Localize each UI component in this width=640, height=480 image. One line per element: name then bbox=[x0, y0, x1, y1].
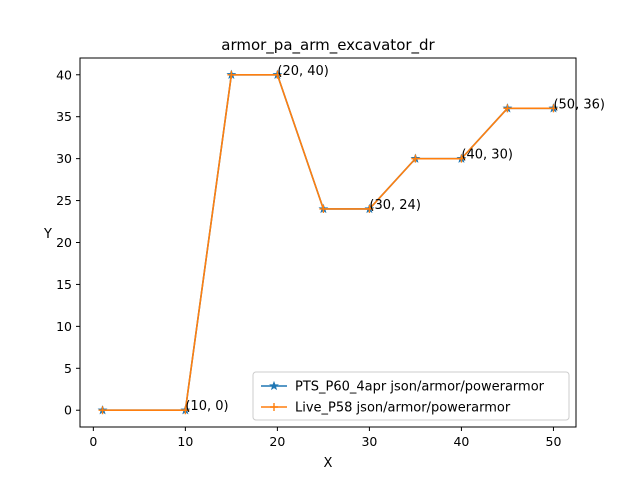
data-point-plus bbox=[227, 70, 236, 79]
data-point-plus bbox=[457, 154, 466, 163]
x-tick-label: 30 bbox=[361, 434, 377, 449]
point-annotation: (50, 36) bbox=[553, 97, 605, 112]
series-line bbox=[102, 73, 554, 412]
y-tick-label: 15 bbox=[56, 277, 72, 292]
legend-label: Live_P58 json/armor/powerarmor bbox=[295, 401, 511, 416]
y-tick-label: 0 bbox=[64, 403, 72, 418]
series-layer bbox=[97, 69, 559, 415]
x-tick-label: 20 bbox=[269, 434, 285, 449]
point-annotation: (10, 0) bbox=[185, 399, 228, 414]
annotation-layer: (10, 0) (20, 40) (30, 24) (40, 30) (50, 36) bbox=[185, 64, 605, 414]
series-line bbox=[102, 73, 554, 412]
legend: PTS_P60_4apr json/armor/powerarmor Live_P… bbox=[252, 371, 570, 421]
y-axis-title: Y bbox=[43, 227, 52, 242]
x-tick-label: 0 bbox=[89, 434, 97, 449]
point-annotation: (20, 40) bbox=[277, 64, 329, 79]
data-point-plus bbox=[549, 104, 558, 113]
data-point-plus bbox=[273, 70, 282, 79]
point-annotation: (30, 24) bbox=[369, 198, 421, 213]
legend-label: PTS_P60_4apr json/armor/powerarmor bbox=[295, 380, 545, 395]
y-tick-label: 10 bbox=[56, 319, 72, 334]
x-axis-title: X bbox=[324, 456, 333, 471]
axes-layer: 0 10 20 30 40 50 0 5 10 15 20 25 30 35 40 bbox=[56, 67, 561, 449]
data-point-plus bbox=[98, 406, 107, 415]
y-tick-label: 5 bbox=[64, 361, 72, 376]
y-tick-label: 30 bbox=[56, 151, 72, 166]
data-point-plus bbox=[503, 104, 512, 113]
chart-title: armor_pa_arm_excavator_dr bbox=[221, 36, 435, 55]
data-point-plus bbox=[181, 406, 190, 415]
series-2 bbox=[98, 70, 558, 415]
x-tick-label: 10 bbox=[177, 434, 193, 449]
y-tick-label: 40 bbox=[56, 67, 72, 82]
legend-star-icon bbox=[269, 380, 279, 391]
legend-box bbox=[252, 371, 570, 421]
data-point-plus bbox=[319, 204, 328, 213]
series-1 bbox=[97, 69, 559, 415]
y-tick-label: 20 bbox=[56, 235, 72, 250]
legend-plus-icon bbox=[270, 403, 278, 411]
y-tick-label: 35 bbox=[56, 109, 72, 124]
x-tick-label: 50 bbox=[546, 434, 562, 449]
y-tick-label: 25 bbox=[56, 193, 72, 208]
point-annotation: (40, 30) bbox=[461, 148, 512, 163]
data-point-plus bbox=[365, 204, 374, 213]
data-point-plus bbox=[411, 154, 420, 163]
x-tick-label: 40 bbox=[453, 434, 469, 449]
